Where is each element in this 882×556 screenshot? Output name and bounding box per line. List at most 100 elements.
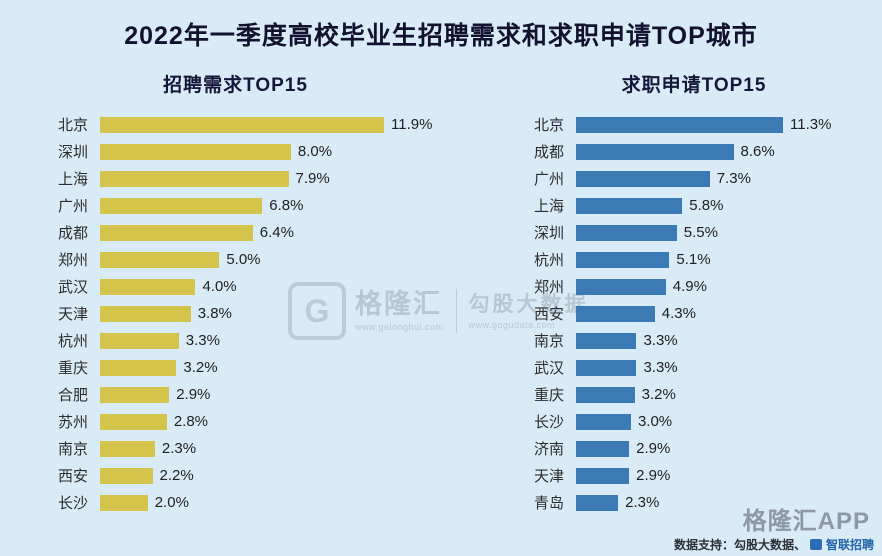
- value-label: 5.1%: [676, 251, 711, 268]
- category-label: 济南: [533, 441, 564, 458]
- category-label: 成都: [57, 225, 88, 242]
- bar: [100, 413, 167, 430]
- value-label: 6.8%: [269, 197, 304, 214]
- value-label: 4.9%: [672, 278, 707, 295]
- value-label: 2.3%: [161, 440, 197, 457]
- category-label: 广州: [533, 171, 564, 188]
- bar-row: 南京 2.3%: [30, 435, 441, 462]
- chart-recruitment-demand: 招聘需求TOP15 北京 11.9% 深圳 8.0% 上海 7.9% 广州 6.8% 成都 6.4…: [0, 70, 441, 516]
- gelonghui-app-label: 格隆汇APP: [742, 508, 870, 535]
- bar: [576, 116, 783, 133]
- value-label: 3.3%: [643, 332, 678, 349]
- value-label: 4.3%: [661, 305, 696, 322]
- bar: [100, 224, 253, 241]
- category-label: 北京: [57, 117, 88, 134]
- category-label: 南京: [533, 333, 564, 350]
- bar-row: 成都 6.4%: [30, 219, 441, 246]
- category-label: 深圳: [533, 225, 564, 242]
- bar: [576, 143, 734, 160]
- bar-row: 济南 2.9%: [506, 435, 882, 462]
- value-label: 8.6%: [740, 143, 775, 160]
- value-label: 11.3%: [790, 116, 832, 133]
- bar-row: 重庆 3.2%: [506, 381, 882, 408]
- category-label: 广州: [57, 198, 88, 215]
- value-label: 2.9%: [636, 467, 671, 484]
- category-label: 上海: [533, 198, 564, 215]
- value-label: 2.9%: [636, 440, 671, 457]
- charts-container: 招聘需求TOP15 北京 11.9% 深圳 8.0% 上海 7.9% 广州 6.8% 成都 6.4…: [0, 70, 882, 516]
- category-label: 重庆: [57, 360, 88, 377]
- value-label: 3.0%: [637, 413, 673, 430]
- bar: [100, 494, 148, 511]
- data-support-partner: 智联招聘: [825, 538, 874, 552]
- bar: [576, 359, 637, 376]
- bar-row: 天津 3.8%: [30, 300, 441, 327]
- bar: [100, 332, 179, 349]
- category-label: 长沙: [533, 414, 564, 431]
- bar-row: 郑州 5.0%: [30, 246, 441, 273]
- bar-row: 西安 2.2%: [30, 462, 441, 489]
- value-label: 2.0%: [154, 494, 189, 511]
- category-label: 青岛: [533, 495, 564, 512]
- value-label: 3.2%: [183, 359, 218, 376]
- bar-row: 深圳 8.0%: [30, 138, 441, 165]
- bar-row: 重庆 3.2%: [30, 354, 441, 381]
- page-title: 2022年一季度高校毕业生招聘需求和求职申请TOP城市: [124, 22, 758, 50]
- bar-row: 北京 11.3%: [506, 111, 882, 138]
- bar-row: 合肥 2.9%: [30, 381, 441, 408]
- value-label: 2.2%: [159, 467, 194, 484]
- bar-row: 深圳 5.5%: [506, 219, 882, 246]
- value-label: 5.5%: [683, 224, 718, 241]
- bar-row: 北京 11.9%: [30, 111, 441, 138]
- bar: [100, 116, 384, 133]
- category-label: 重庆: [533, 387, 564, 404]
- value-label: 5.0%: [226, 251, 261, 268]
- bar-row: 广州 6.8%: [30, 192, 441, 219]
- bar: [576, 440, 630, 457]
- bar: [576, 170, 710, 187]
- bar-row: 广州 7.3%: [506, 165, 882, 192]
- bar-row: 天津 2.9%: [506, 462, 882, 489]
- bar-row: 南京 3.3%: [506, 327, 882, 354]
- bar: [576, 467, 630, 484]
- chart-job-applications: 求职申请TOP15 北京 11.3% 成都 8.6% 广州 7.3% 上海 5.8% 深圳 5.5…: [441, 70, 882, 516]
- data-support-text: 数据支持：勾股大数据、: [673, 538, 806, 552]
- bar-row: 苏州 2.8%: [30, 408, 441, 435]
- bar-row: 武汉 4.0%: [30, 273, 441, 300]
- value-label: 2.8%: [173, 413, 209, 430]
- bar-row: 青岛 2.3%: [506, 489, 882, 516]
- bar: [100, 278, 196, 295]
- category-label: 杭州: [533, 252, 564, 269]
- category-label: 武汉: [533, 360, 564, 377]
- category-label: 杭州: [57, 333, 88, 350]
- bar-row: 杭州 3.3%: [30, 327, 441, 354]
- category-label: 郑州: [57, 252, 88, 269]
- bar-row: 上海 5.8%: [506, 192, 882, 219]
- value-label: 5.8%: [689, 197, 724, 214]
- value-label: 4.0%: [202, 278, 237, 295]
- category-label: 郑州: [533, 279, 564, 296]
- bar-row: 长沙 3.0%: [506, 408, 882, 435]
- category-label: 西安: [57, 468, 88, 485]
- category-label: 天津: [57, 306, 88, 323]
- category-label: 西安: [533, 306, 564, 323]
- bar: [576, 332, 637, 349]
- bar: [576, 224, 677, 241]
- bar: [100, 305, 191, 322]
- bar-row: 杭州 5.1%: [506, 246, 882, 273]
- category-label: 上海: [57, 171, 88, 188]
- value-label: 2.9%: [176, 386, 211, 403]
- category-label: 北京: [533, 117, 564, 134]
- value-label: 11.9%: [391, 116, 433, 133]
- category-label: 武汉: [57, 279, 88, 296]
- bar: [100, 386, 170, 403]
- chart-rows-right: 北京 11.3% 成都 8.6% 广州 7.3% 上海 5.8% 深圳 5.5% 杭州 5.1% 郑州 4…: [506, 111, 882, 516]
- bar-row: 成都 8.6%: [506, 138, 882, 165]
- chart-title-right: 求职申请TOP15: [621, 75, 767, 96]
- data-support-credit: 数据支持：勾股大数据、 智联招聘: [674, 536, 874, 553]
- chart-title-left: 招聘需求TOP15: [163, 75, 308, 96]
- chart-rows-left: 北京 11.9% 深圳 8.0% 上海 7.9% 广州 6.8% 成都 6.4% 郑州 5.0% 武汉 4…: [30, 111, 441, 516]
- bar-row: 武汉 3.3%: [506, 354, 882, 381]
- bar: [576, 494, 619, 511]
- bar-row: 上海 7.9%: [30, 165, 441, 192]
